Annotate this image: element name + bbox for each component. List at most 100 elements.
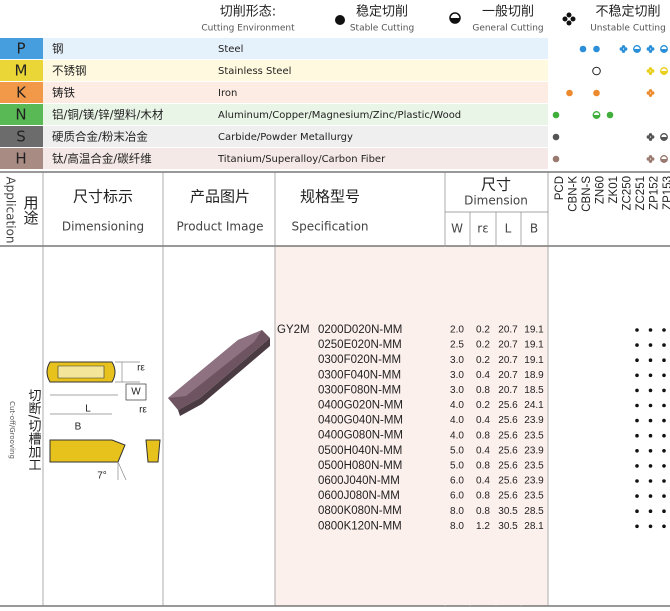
dim-value: 0.2: [476, 400, 490, 411]
general-half: [660, 159, 668, 163]
mode-cn: 稳定切削: [356, 4, 408, 20]
stock-dot: [635, 388, 639, 393]
dim-value: 23.9: [524, 476, 544, 487]
dim-value: 0.8: [476, 461, 490, 472]
spec-cn: 规格型号: [300, 188, 360, 206]
stock-dot: [662, 449, 666, 453]
stock-dot: [648, 464, 653, 468]
material-en: Stainless Steel: [218, 66, 291, 77]
dim-value: 1.2: [476, 521, 490, 532]
material-en: Aluminum/Copper/Magnesium/Zinc/Plastic/W…: [218, 110, 461, 121]
mode-en: General Cutting: [472, 24, 543, 34]
dim-value: 0.2: [476, 340, 490, 351]
stock-dot: [635, 433, 639, 438]
spec: 0600J040N-MM: [318, 475, 400, 487]
dim-value: 25.6: [498, 461, 518, 472]
dim-value: 0.8: [476, 385, 490, 396]
stock-dot: [648, 509, 653, 513]
dim-value: 5.0: [450, 461, 464, 472]
unstable-mark: [619, 45, 628, 53]
diagram-label: W: [131, 387, 141, 398]
spec: 0600J080N-MM: [318, 490, 400, 502]
stock-dot: [648, 418, 653, 423]
hollow-mark: [592, 66, 601, 76]
spec: 0200D020N-MM: [318, 324, 402, 336]
stable-mark: [593, 89, 600, 97]
petal: [648, 89, 653, 93]
stock-dot: [635, 524, 639, 529]
stock-dot: [662, 373, 666, 378]
dimension-cn: 尺寸: [481, 176, 511, 194]
petal: [646, 91, 650, 95]
dim-value: 20.7: [498, 355, 518, 366]
image-en: Product Image: [177, 220, 264, 234]
dimensioning-cn: 尺寸标示: [73, 188, 133, 206]
material-row-bg: [0, 38, 548, 59]
stock-dot: [635, 509, 639, 513]
stock-dot: [648, 524, 653, 529]
dim-value: 8.0: [450, 506, 464, 517]
stable-mark: [552, 111, 560, 119]
petal: [648, 133, 653, 137]
material-code-bg: [0, 126, 43, 147]
general-mark: [660, 45, 668, 53]
mode-en: Unstable Cutting: [590, 24, 666, 34]
stock-dot: [648, 433, 653, 438]
general-half: [660, 137, 668, 141]
material-rows: P 钢 Steel M 不锈钢 Stainless Steel K 铸铁 Iron N 铝/铜/镁/…: [0, 38, 670, 170]
stock-dot: [662, 479, 666, 483]
dim-value: 23.5: [524, 430, 544, 441]
petal: [621, 45, 626, 49]
material-cn: 铝/铜/镁/锌/塑料/木材: [52, 108, 164, 122]
petal: [651, 91, 655, 95]
petal: [646, 47, 650, 51]
petal: [648, 159, 653, 163]
stock-dot: [662, 464, 666, 468]
dim-value: 23.5: [524, 461, 544, 472]
dim-value: 23.5: [524, 491, 544, 502]
stable-mark: [552, 155, 560, 163]
unstable-mark: [646, 133, 655, 141]
spec-en: Specification: [291, 220, 368, 234]
material-en: Iron: [218, 88, 237, 99]
petal: [646, 157, 650, 161]
section-app-cn: 切断/切槽加工: [26, 389, 42, 471]
material-row-bg: [0, 126, 548, 147]
dim-value: 28.5: [524, 506, 544, 517]
material-code: H: [15, 150, 26, 168]
dim-value: 0.8: [476, 430, 490, 441]
general-mark: [660, 67, 668, 75]
stock-dot: [648, 403, 653, 408]
stock-dot: [635, 418, 639, 423]
stock-dot: [648, 449, 653, 453]
dim-value: 20.7: [498, 370, 518, 381]
stock-dot: [635, 449, 639, 453]
material-code: P: [16, 40, 25, 58]
stock-dot: [635, 328, 639, 332]
image-cn: 产品图片: [190, 188, 250, 206]
material-cn: 铸铁: [52, 86, 75, 100]
material-code: K: [16, 84, 27, 102]
general-mark: [660, 133, 668, 141]
unstable-mark: [646, 67, 655, 75]
petal: [648, 155, 653, 159]
stock-dot: [662, 358, 666, 363]
stock-dot: [648, 343, 653, 347]
dim-value: 18.5: [524, 385, 544, 396]
material-code-bg: [0, 60, 43, 81]
dim-value: 2.5: [450, 340, 464, 351]
stock-dot: [648, 358, 653, 363]
petal: [648, 71, 653, 75]
dim-head: W: [451, 222, 463, 236]
dim-value: 0.2: [476, 355, 490, 366]
diagram-label: L: [85, 404, 91, 415]
dim-value: 25.6: [498, 415, 518, 426]
dim-value: 25.6: [498, 400, 518, 411]
dim-value: 0.4: [476, 415, 490, 426]
stock-dot: [662, 494, 666, 498]
series: GY2M: [277, 324, 310, 336]
stable-icon: [335, 15, 345, 25]
material-cn: 硬质合金/粉末冶金: [52, 130, 148, 144]
material-code-bg: [0, 148, 43, 169]
diagram-label: B: [75, 422, 82, 433]
